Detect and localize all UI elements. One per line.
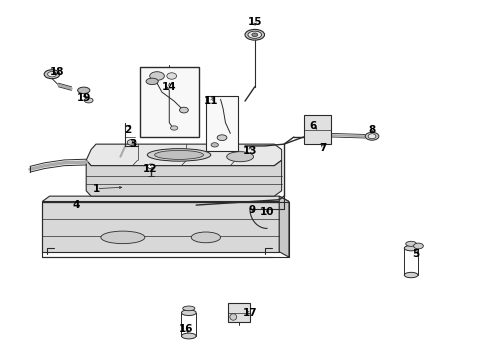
Text: 8: 8 [368,125,376,135]
Ellipse shape [217,135,227,140]
Ellipse shape [414,243,423,249]
Ellipse shape [245,30,265,40]
Text: 7: 7 [319,143,327,153]
Ellipse shape [167,73,176,79]
Text: 14: 14 [162,82,176,92]
Polygon shape [42,202,279,252]
Text: 16: 16 [179,324,194,334]
Text: 2: 2 [124,125,131,135]
Text: 18: 18 [49,67,64,77]
Ellipse shape [179,107,188,113]
Ellipse shape [252,33,258,37]
Ellipse shape [248,31,262,39]
Polygon shape [86,160,282,196]
Ellipse shape [127,139,136,145]
Polygon shape [86,144,282,166]
Polygon shape [228,303,250,321]
Text: 15: 15 [247,17,262,27]
Text: 4: 4 [73,200,80,210]
Text: 17: 17 [243,308,257,318]
Ellipse shape [181,333,196,339]
Ellipse shape [171,126,178,130]
Ellipse shape [84,98,93,103]
Ellipse shape [230,314,237,320]
Ellipse shape [147,149,211,161]
Ellipse shape [227,152,253,162]
Polygon shape [279,196,289,257]
Ellipse shape [147,164,155,169]
Text: 19: 19 [76,93,91,103]
Ellipse shape [155,150,203,159]
Ellipse shape [404,273,418,278]
Text: 1: 1 [92,184,99,194]
Text: 6: 6 [310,121,317,131]
Ellipse shape [368,134,376,139]
Bar [140,67,198,137]
Ellipse shape [181,310,196,316]
Ellipse shape [406,241,416,246]
Text: 5: 5 [413,248,419,258]
Ellipse shape [404,246,418,251]
Ellipse shape [150,72,164,80]
Text: 9: 9 [249,206,256,216]
Ellipse shape [44,70,60,79]
Ellipse shape [191,232,220,243]
Ellipse shape [48,72,56,77]
Ellipse shape [365,132,379,140]
Ellipse shape [183,306,195,311]
Ellipse shape [101,231,145,244]
Text: 12: 12 [143,164,157,174]
Ellipse shape [211,143,219,147]
Polygon shape [42,196,289,202]
Ellipse shape [77,87,90,94]
Bar [206,96,238,151]
Text: 11: 11 [203,96,218,106]
Text: 3: 3 [129,139,136,149]
Text: 10: 10 [260,207,274,217]
Bar [304,116,331,144]
Ellipse shape [146,78,158,85]
Text: 13: 13 [243,146,257,156]
